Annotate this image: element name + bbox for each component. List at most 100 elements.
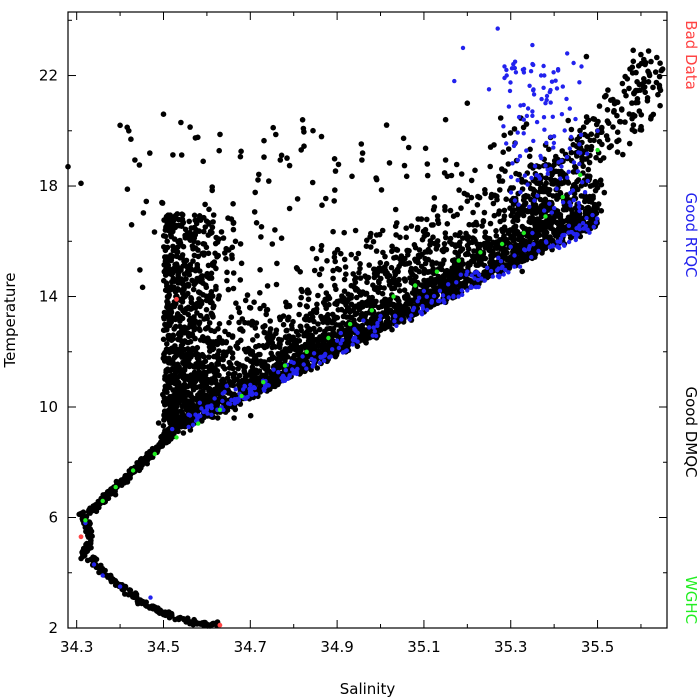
- dmqc-point: [583, 114, 590, 120]
- dmqc-point: [510, 207, 517, 213]
- rtqc-point: [559, 164, 564, 169]
- rtqc-point: [458, 272, 463, 277]
- rtqc-point: [454, 280, 459, 285]
- rtqc-point: [565, 51, 570, 56]
- rtqc-point: [512, 264, 517, 269]
- y-tick-label: 22: [39, 67, 58, 85]
- rtqc-point: [205, 411, 210, 416]
- dmqc-point: [200, 334, 206, 341]
- dmqc-point: [371, 266, 377, 273]
- rtqc-point: [564, 96, 569, 102]
- dmqc-point: [197, 268, 203, 274]
- dmqc-point: [273, 380, 280, 386]
- dmqc-point: [341, 229, 348, 236]
- dmqc-point: [546, 146, 552, 153]
- dmqc-point: [378, 325, 385, 332]
- dmqc-point: [203, 272, 210, 279]
- dmqc-point: [447, 235, 454, 242]
- dmqc-point: [251, 370, 257, 377]
- dmqc-point: [539, 187, 545, 194]
- dmqc-point: [184, 615, 191, 621]
- dmqc-point: [303, 303, 310, 309]
- dmqc-point: [432, 288, 439, 295]
- dmqc-point: [172, 349, 179, 356]
- dmqc-point: [378, 187, 385, 193]
- dmqc-point: [341, 256, 348, 263]
- rtqc-point: [573, 116, 578, 122]
- rtqc-point: [515, 178, 520, 183]
- rtqc-point: [291, 371, 296, 376]
- dmqc-point: [244, 292, 251, 298]
- dmqc-point: [280, 313, 287, 319]
- dmqc-point: [267, 318, 274, 324]
- dmqc-point: [439, 277, 446, 283]
- dmqc-point: [606, 144, 613, 151]
- dmqc-point: [126, 128, 132, 134]
- dmqc-point: [289, 325, 295, 332]
- dmqc-point: [295, 349, 302, 355]
- dmqc-point: [108, 576, 114, 583]
- dmqc-point: [226, 359, 233, 366]
- rtqc-point: [553, 78, 558, 83]
- rtqc-point: [224, 383, 229, 389]
- dmqc-point: [226, 319, 232, 326]
- dmqc-point: [503, 250, 509, 256]
- rtqc-point: [209, 412, 214, 417]
- rtqc-point: [567, 146, 572, 151]
- dmqc-point: [177, 330, 184, 337]
- dmqc-point: [224, 375, 231, 382]
- rtqc-point: [541, 85, 546, 91]
- rtqc-point: [504, 141, 509, 146]
- dmqc-point: [170, 284, 177, 290]
- dmqc-point: [356, 316, 363, 323]
- dmqc-point: [191, 224, 198, 231]
- dmqc-point: [631, 128, 638, 135]
- dmqc-point: [214, 239, 221, 245]
- dmqc-point: [208, 270, 215, 277]
- dmqc-point: [188, 306, 194, 312]
- dmqc-point: [379, 227, 386, 234]
- dmqc-point: [494, 245, 500, 251]
- dmqc-point: [177, 347, 183, 354]
- dmqc-point: [497, 187, 503, 193]
- dmqc-point: [603, 92, 609, 99]
- dmqc-point: [359, 299, 365, 306]
- rtqc-point: [524, 148, 529, 153]
- rtqc-point: [266, 383, 271, 388]
- dmqc-point: [224, 277, 230, 284]
- dmqc-point: [257, 358, 264, 365]
- rtqc-point: [550, 114, 555, 120]
- dmqc-point: [185, 235, 191, 241]
- dmqc-point: [189, 383, 196, 390]
- dmqc-point: [272, 344, 279, 350]
- dmqc-point: [527, 219, 534, 225]
- dmqc-point: [396, 288, 403, 294]
- dmqc-point: [160, 327, 167, 334]
- rtqc-point: [399, 317, 404, 322]
- dmqc-point: [413, 258, 419, 264]
- dmqc-point: [252, 325, 259, 331]
- rtqc-point: [394, 323, 399, 328]
- rtqc-point: [547, 201, 552, 206]
- dmqc-point: [282, 346, 289, 353]
- rtqc-point: [497, 275, 502, 280]
- dmqc-point: [166, 610, 173, 617]
- dmqc-point: [331, 254, 338, 260]
- dmqc-point: [348, 295, 355, 301]
- dmqc-point: [170, 152, 176, 158]
- dmqc-point: [604, 107, 611, 113]
- rtqc-point: [577, 161, 582, 167]
- dmqc-point: [533, 235, 540, 242]
- dmqc-point: [175, 272, 181, 279]
- dmqc-point: [614, 149, 621, 155]
- rtqc-point: [318, 355, 324, 360]
- dmqc-point: [133, 591, 140, 598]
- dmqc-point: [490, 240, 497, 246]
- rtqc-point: [544, 93, 550, 99]
- dmqc-point: [250, 337, 256, 343]
- dmqc-point: [160, 111, 167, 117]
- dmqc-point: [208, 379, 214, 386]
- dmqc-point: [557, 189, 564, 196]
- dmqc-point: [551, 157, 558, 164]
- dmqc-point: [324, 258, 330, 264]
